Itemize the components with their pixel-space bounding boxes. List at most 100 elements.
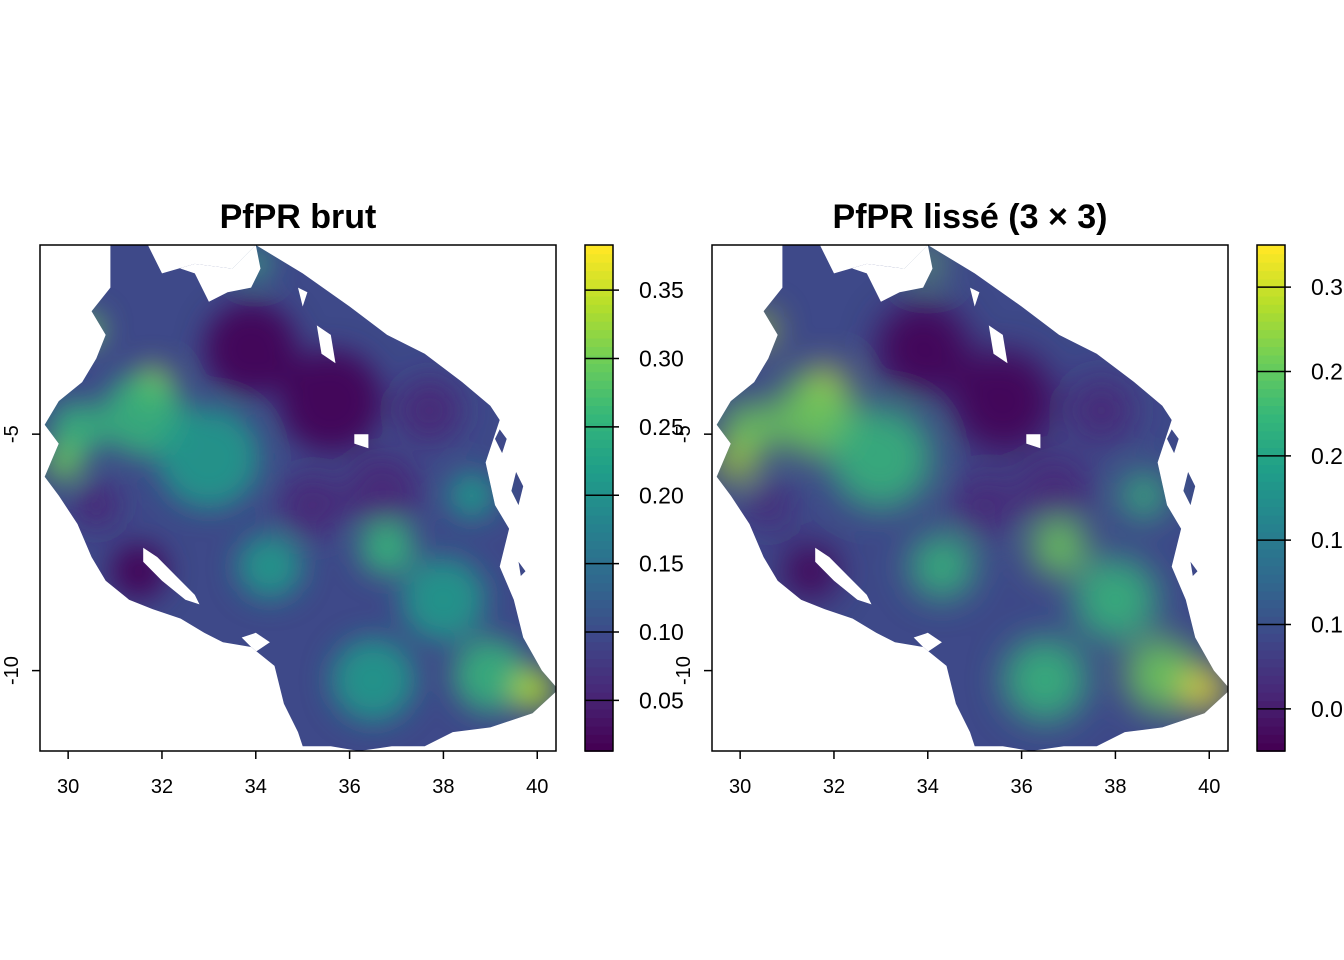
colorbar-segment (1257, 498, 1285, 508)
y-tick-label: -10 (673, 656, 695, 685)
map-high-value-area (49, 401, 106, 458)
lake-mask (913, 632, 942, 652)
colorbar-segment (585, 641, 613, 651)
colorbar-tick-label: 0.2 (1311, 443, 1343, 469)
map-high-value-area (44, 443, 83, 482)
colorbar-segment (1257, 573, 1285, 584)
colorbar-segment (1257, 320, 1285, 331)
colorbar-segment (585, 649, 613, 660)
colorbar-tick-label: 0.2 (1311, 359, 1343, 385)
map-low-value-area (204, 302, 298, 396)
panel-title-raw: PfPR brut (220, 198, 377, 236)
lake-mask (1026, 434, 1041, 449)
colorbar-segment (585, 253, 613, 263)
map-low-value-area (1016, 453, 1092, 529)
colorbar-segment (1257, 708, 1285, 719)
colorbar-segment (585, 531, 613, 541)
colorbar-segment (1257, 725, 1285, 735)
colorbar-segment (1257, 489, 1285, 499)
colorbar-segment (1257, 379, 1285, 390)
colorbar-segment (585, 700, 613, 710)
colorbar-segment (585, 498, 613, 508)
colorbar-segment (1257, 582, 1285, 592)
colorbar-segment (585, 514, 613, 525)
lake-mask (354, 434, 369, 449)
x-tick-label: 40 (1198, 776, 1220, 798)
colorbar-segment (1257, 245, 1285, 255)
x-tick-label: 34 (917, 776, 939, 798)
plot-frame-smoothed (711, 244, 1229, 752)
colorbar-segment (585, 371, 613, 381)
colorbar-segment (1257, 396, 1285, 407)
map-raster-smoothed (716, 245, 1228, 751)
panel-title-smoothed: PfPR lissé (3 × 3) (833, 198, 1108, 236)
colorbar-segment (1257, 734, 1285, 744)
lake-mask (298, 287, 308, 307)
colorbar-segment (1257, 261, 1285, 272)
map-low-value-area (876, 302, 970, 396)
colorbar-segment (1257, 422, 1285, 432)
map-high-value-area (742, 313, 776, 347)
colorbar-segment (1257, 430, 1285, 440)
map-high-value-area (358, 519, 416, 576)
map-low-value-area (279, 472, 345, 538)
y-tick-label: -5 (673, 425, 695, 443)
colorbar-raw: 0.05 0.10 0.15 0.20 0.25 0.30 0.35 (584, 244, 684, 752)
colorbar-segment (585, 413, 613, 423)
map-high-value-area (401, 557, 486, 642)
colorbar-segment (1257, 675, 1285, 685)
colorbar-segment (585, 278, 613, 288)
colorbar-segment (585, 329, 613, 339)
map-high-value-area (716, 443, 755, 482)
map-high-value-area (1124, 637, 1200, 713)
colorbar-segment (1257, 599, 1285, 609)
map-high-value-area (511, 668, 554, 711)
map-low-value-area (1068, 377, 1135, 444)
colorbar-segment (1257, 565, 1285, 575)
colorbar-segment (1257, 742, 1285, 752)
colorbar-segment (585, 430, 613, 440)
map-low-value-area (396, 377, 463, 444)
colorbar-segment (585, 481, 613, 491)
colorbar-segment (1257, 354, 1285, 364)
colorbar-segment (1257, 658, 1285, 668)
colorbar-smoothed: 0.0 0.1 0.1 0.2 0.2 0.3 (1256, 244, 1343, 752)
colorbar-segment (1257, 363, 1285, 373)
colorbar-segment (1257, 632, 1285, 643)
map-low-value-area (951, 349, 1055, 453)
colorbar-segment (585, 565, 613, 575)
colorbar-segment (585, 363, 613, 373)
colorbar-segment (1257, 371, 1285, 381)
map-high-value-area (448, 472, 496, 520)
colorbar-segment (1257, 455, 1285, 466)
colorbar-segment (585, 304, 613, 314)
colorbar-segment (585, 624, 613, 634)
map-high-value-area (157, 406, 261, 510)
colorbar-tick-label: 0.3 (1311, 274, 1343, 300)
colorbar-segment (585, 734, 613, 744)
x-tick-label: 38 (432, 776, 454, 798)
colorbar-segment (1257, 472, 1285, 482)
colorbar-segment (1257, 329, 1285, 339)
colorbar-segment (1257, 270, 1285, 280)
colorbar-segment (1257, 447, 1285, 457)
map-high-value-area (1030, 519, 1088, 576)
map-low-value-area (72, 481, 120, 529)
colorbar-tick-label: 0.1 (1311, 612, 1343, 638)
colorbar-segment (1257, 481, 1285, 491)
plot-frame-raw (39, 244, 557, 752)
panel-raw: PfPR brut 30 32 34 36 38 40 -5 -10 0.05 0.10 0.1… (1, 198, 684, 798)
colorbar-segment (585, 337, 613, 347)
map-high-value-area (909, 533, 975, 600)
colorbar-segment (585, 742, 613, 752)
lake-mask (316, 325, 336, 364)
colorbar-segment (1257, 666, 1285, 676)
map-high-value-area (1120, 472, 1168, 520)
colorbar-segment (585, 632, 613, 643)
map-low-value-area (951, 472, 1017, 538)
colorbar-segment (585, 582, 613, 592)
colorbar-segment (1257, 523, 1285, 533)
y-axis-raw: -5 -10 (1, 425, 40, 685)
colorbar-tick-label: 0.05 (639, 687, 684, 713)
map-low-value-area (279, 349, 383, 453)
